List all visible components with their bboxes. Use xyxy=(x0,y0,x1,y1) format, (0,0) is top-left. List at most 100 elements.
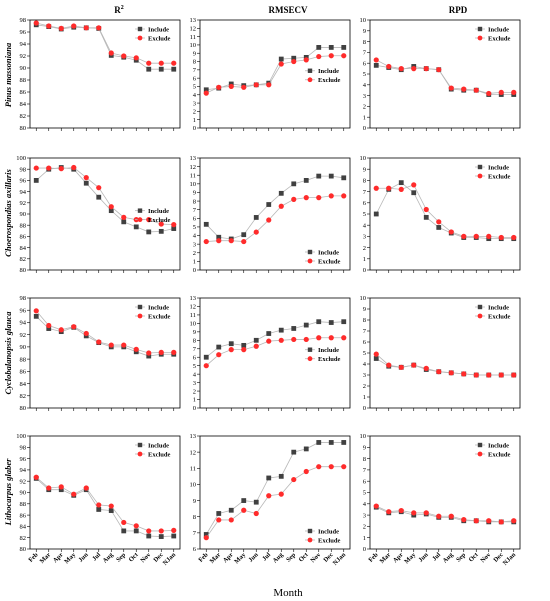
data-point-include xyxy=(146,533,152,539)
data-point-include xyxy=(33,178,39,183)
data-point-exclude xyxy=(83,175,89,181)
data-point-exclude xyxy=(278,61,284,67)
data-point-exclude xyxy=(486,90,492,97)
y-tick-label: 6 xyxy=(363,478,367,485)
plot-frame xyxy=(199,19,351,129)
data-point-include xyxy=(278,327,284,333)
legend-label-include: Include xyxy=(488,304,509,311)
data-point-include xyxy=(398,180,404,186)
y-tick-label: 84 xyxy=(20,381,27,388)
data-point-exclude xyxy=(108,204,114,210)
y-tick-label: 9 xyxy=(193,329,196,336)
y-tick-label: 0 xyxy=(363,267,366,274)
data-point-include xyxy=(278,473,284,479)
series-line-include xyxy=(35,316,174,357)
data-point-include xyxy=(328,320,334,325)
data-point-include xyxy=(316,173,322,179)
legend-marker-include xyxy=(477,26,483,32)
data-point-exclude xyxy=(341,193,347,199)
data-point-exclude xyxy=(473,518,479,524)
y-tick-label: 4 xyxy=(193,233,197,240)
plot-frame xyxy=(199,297,351,409)
x-tick-label: NJan xyxy=(162,551,178,567)
legend-label-exclude: Exclude xyxy=(488,313,511,320)
y-tick-label: 2 xyxy=(193,109,196,116)
y-tick-label: 0 xyxy=(193,125,196,132)
y-tick-label: 1 xyxy=(363,535,366,542)
data-point-include xyxy=(108,208,114,214)
legend-marker-include xyxy=(477,164,483,170)
data-point-exclude xyxy=(386,362,392,368)
data-point-exclude xyxy=(146,60,152,66)
data-point-exclude xyxy=(33,474,39,480)
y-tick-label: 98 xyxy=(20,295,27,302)
legend: Include Exclude xyxy=(305,249,341,265)
data-point-exclude xyxy=(203,90,209,96)
y-tick-label: 10 xyxy=(190,482,197,489)
y-tick-label: 1 xyxy=(363,256,366,263)
y-tick-label: 3 xyxy=(193,380,196,387)
legend-label-include: Include xyxy=(148,304,169,311)
y-tick-label: 96 xyxy=(20,178,27,185)
y-tick-label: 90 xyxy=(20,490,27,497)
y-tick-label: 5 xyxy=(363,71,366,78)
legend-marker-exclude xyxy=(307,537,313,543)
y-tick-label: 90 xyxy=(20,344,27,351)
data-point-exclude xyxy=(461,233,467,239)
data-point-exclude xyxy=(448,370,454,376)
data-point-exclude xyxy=(203,363,209,369)
x-tick-label: Jul xyxy=(261,551,272,562)
data-point-exclude xyxy=(498,234,504,241)
data-point-exclude xyxy=(83,25,89,31)
y-tick-label: 3 xyxy=(363,372,366,379)
y-tick-label: 96 xyxy=(20,29,27,36)
y-tick-label: 8 xyxy=(193,338,196,345)
series-line-exclude xyxy=(376,59,514,94)
data-point-exclude xyxy=(423,66,429,72)
series-line-exclude xyxy=(35,476,174,532)
data-point-include xyxy=(373,356,379,361)
y-tick-label: 8 xyxy=(193,59,196,66)
data-point-include xyxy=(241,498,247,503)
data-point-exclude xyxy=(33,308,39,314)
data-point-exclude xyxy=(316,464,322,470)
y-tick-label: 94 xyxy=(20,189,27,196)
legend: Include Exclude xyxy=(135,442,171,458)
data-point-exclude xyxy=(58,166,64,172)
legend-marker-exclude xyxy=(137,35,143,41)
data-point-exclude xyxy=(411,362,417,368)
y-tick-label: 80 xyxy=(20,546,27,553)
x-tick-label: Mar xyxy=(379,551,393,565)
y-tick-label: 0 xyxy=(363,405,366,412)
y-tick-label: 94 xyxy=(20,320,27,327)
data-point-exclude xyxy=(96,185,102,191)
data-point-exclude xyxy=(398,66,404,72)
legend-marker-include xyxy=(477,442,483,448)
series-line-exclude xyxy=(376,505,514,523)
row-label-choerospondias-axillaris: Choerospondias axillaris xyxy=(3,169,13,257)
data-point-include xyxy=(291,181,297,187)
data-point-exclude xyxy=(423,365,429,371)
data-point-include xyxy=(266,331,272,336)
legend-marker-include xyxy=(307,347,313,352)
data-point-include xyxy=(253,215,259,220)
data-point-exclude xyxy=(386,185,392,191)
legend: Include Exclude xyxy=(475,26,511,42)
data-point-exclude xyxy=(291,336,297,343)
data-point-exclude xyxy=(228,517,234,523)
y-tick-label: 12 xyxy=(190,164,197,171)
x-tick-label: Mar xyxy=(39,551,53,565)
row-labels: Pinus massoniana Choerospondias axillari… xyxy=(3,42,13,526)
data-point-include xyxy=(216,511,222,516)
x-tick-label: Feb xyxy=(27,551,40,564)
y-tick-label: 4 xyxy=(363,222,367,229)
data-point-exclude xyxy=(373,351,379,357)
data-point-include xyxy=(411,190,417,196)
y-tick-label: 84 xyxy=(20,524,27,531)
y-tick-label: 6 xyxy=(193,75,197,82)
y-tick-label: 1 xyxy=(193,397,196,404)
data-point-include xyxy=(216,234,222,240)
y-tick-label: 88 xyxy=(20,222,27,229)
data-point-exclude xyxy=(411,182,417,188)
